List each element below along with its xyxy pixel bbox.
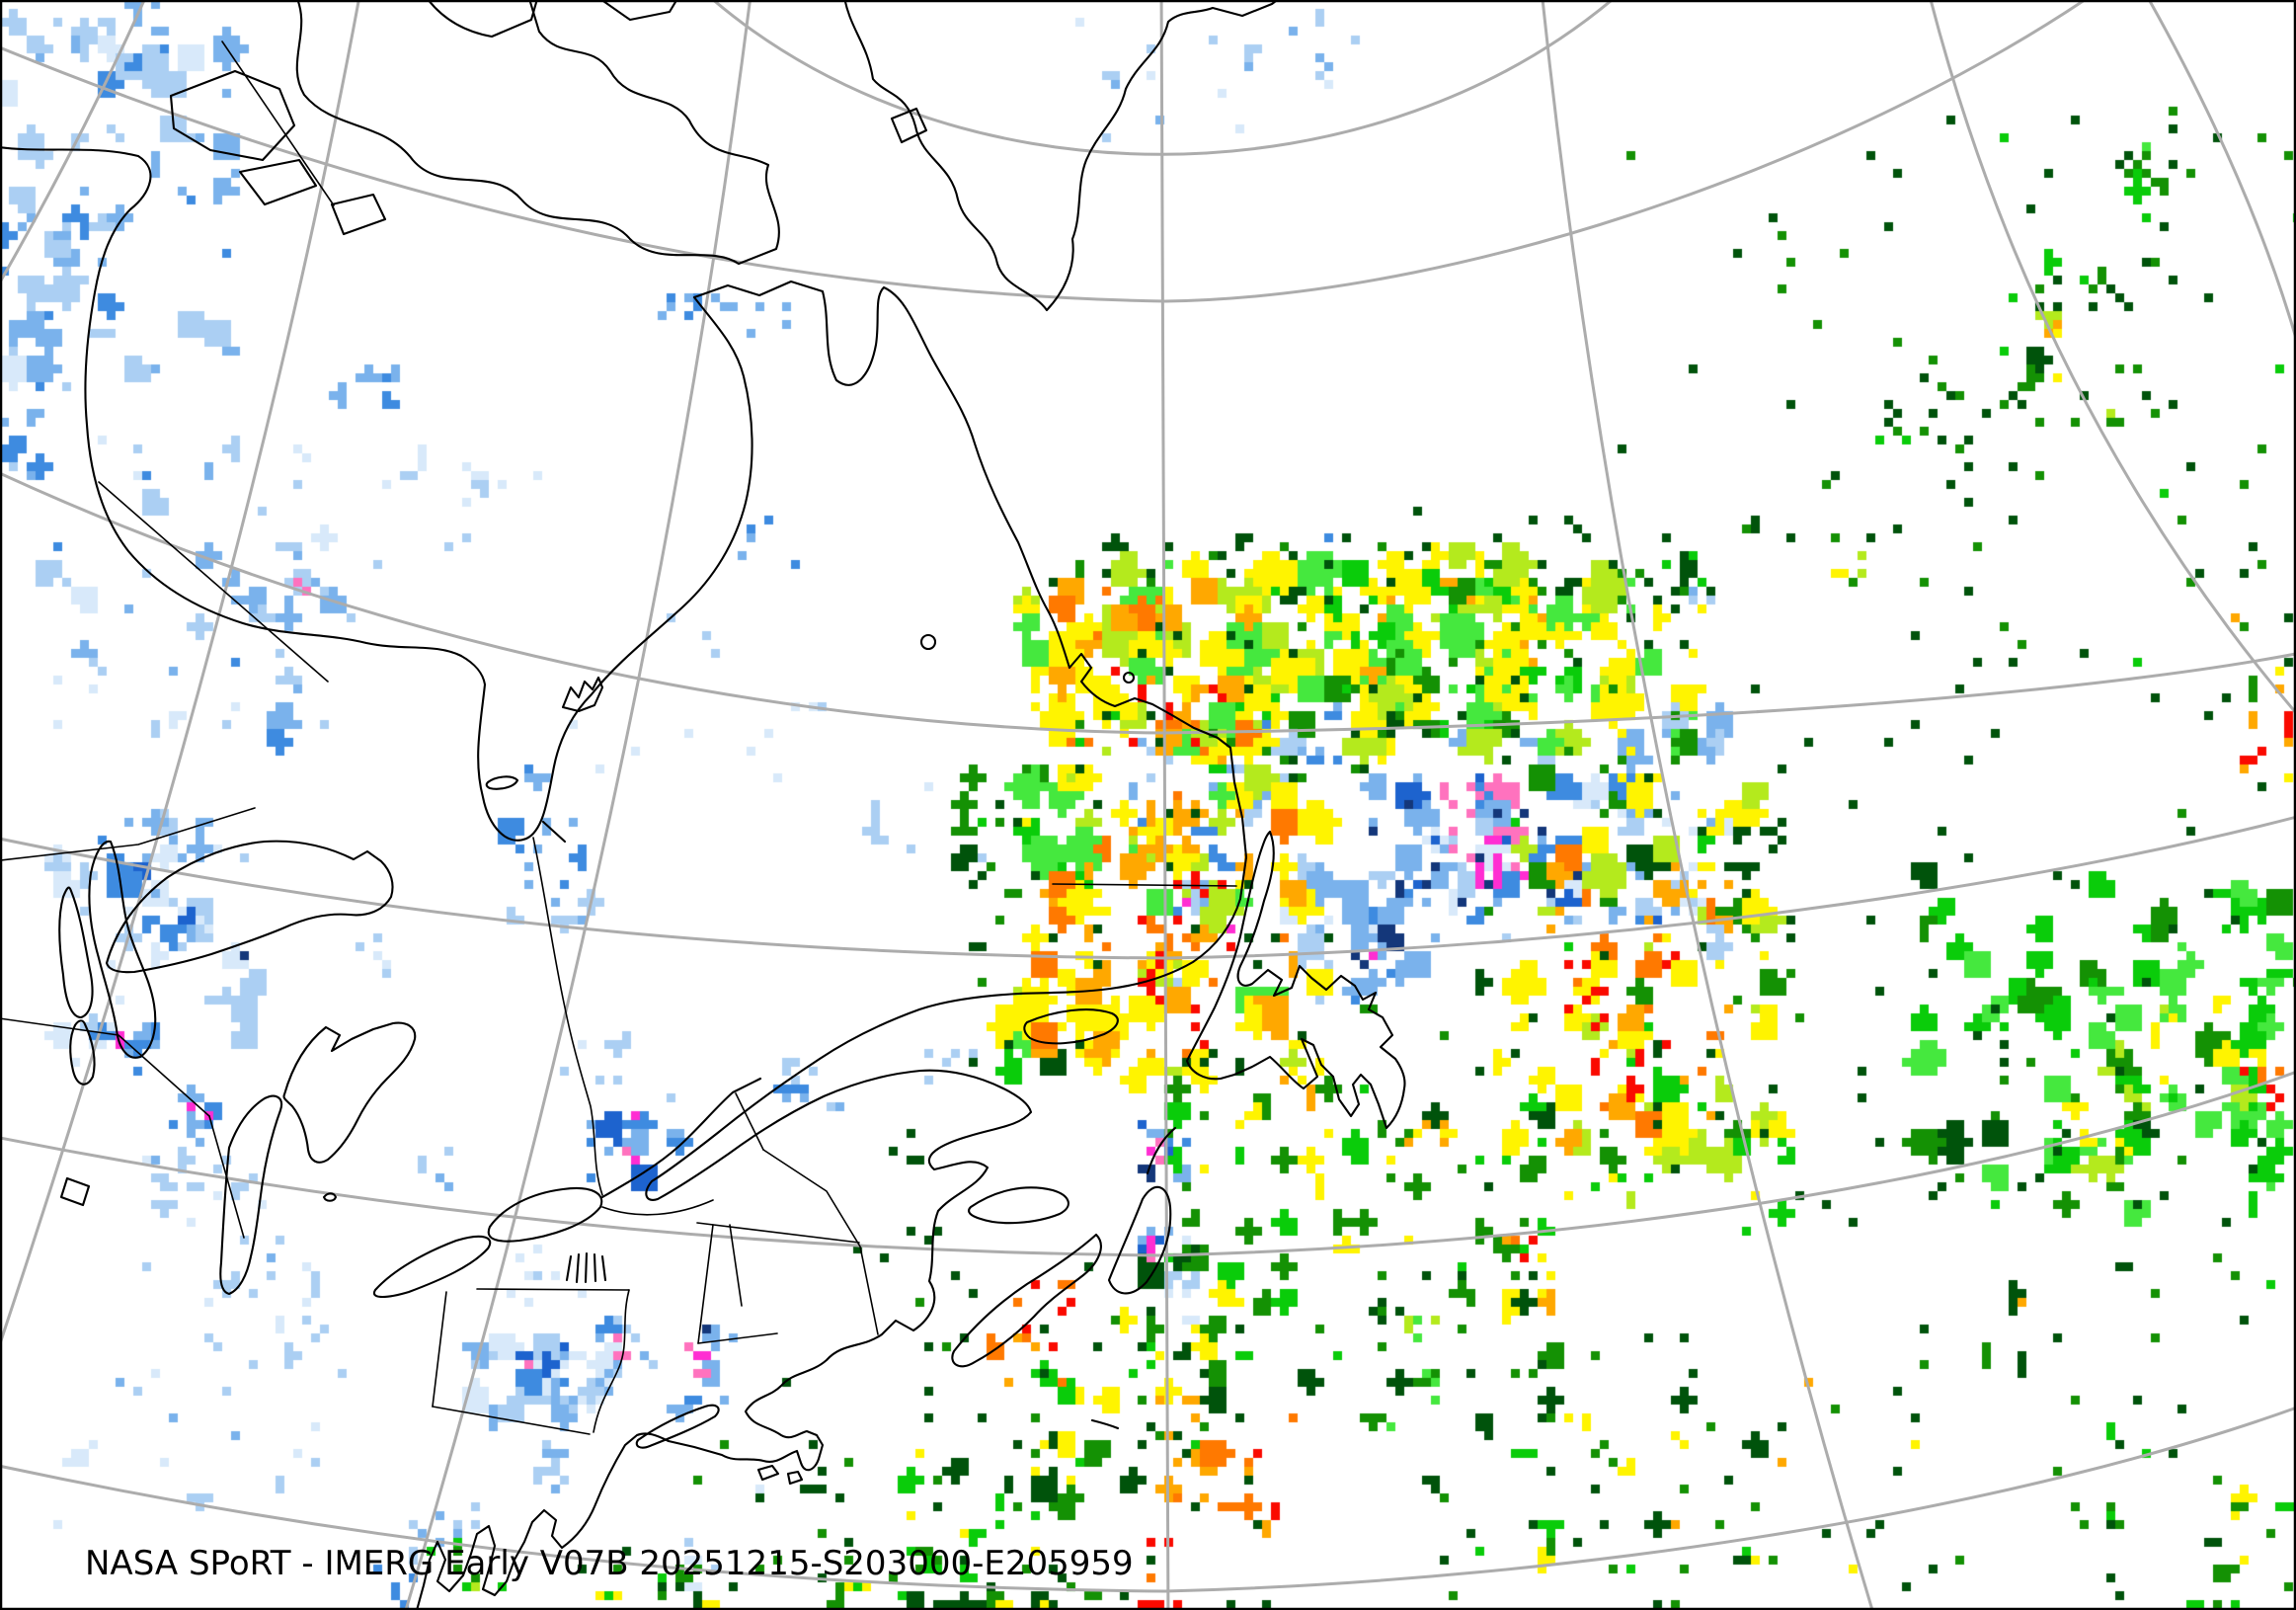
border-layer	[0, 40, 1237, 1435]
graticule-meridian-0	[0, 0, 146, 285]
border-45th-parallel	[696, 1222, 860, 1244]
coast-anticosti-island	[1023, 1008, 1119, 1045]
coast-manicouagan-ring	[919, 633, 937, 651]
graticule-meridian-4	[1541, 0, 1874, 1610]
border-pa-south	[432, 1406, 591, 1435]
coast-newfoundland	[1185, 830, 1406, 1130]
border-manitoba-ontario	[98, 481, 329, 683]
coast-mainland	[0, 146, 1248, 1610]
coast-lake-erie	[372, 1235, 492, 1299]
coast-baffin-island	[295, 0, 780, 266]
coast-disko-island	[890, 107, 928, 144]
coast-lake-manitoba	[69, 1019, 96, 1086]
coast-cape-cod-islands	[756, 1464, 804, 1486]
coast-st-lawrence-river	[600, 1077, 762, 1199]
graticule-meridian-5	[1929, 0, 2296, 716]
graticule-parallel-2	[0, 471, 2296, 735]
coast-southampton-island	[169, 69, 296, 162]
coast-cape-breton	[1107, 1185, 1172, 1295]
coastline-layer	[0, 0, 1406, 1610]
border-ma-north	[697, 1332, 778, 1344]
coast-magdalen-islands	[1146, 1126, 1177, 1175]
coast-nova-scotia	[951, 1233, 1102, 1368]
border-pa-west	[432, 1291, 447, 1408]
border-minnesota-wisconsin	[0, 1017, 210, 1117]
graticule-meridian-3	[1159, 0, 1170, 1610]
coast-long-island	[635, 1404, 720, 1449]
coast-lake-stclair	[322, 1192, 338, 1202]
border-delaware-river	[593, 1289, 630, 1433]
graticule-parallel-4	[0, 1070, 2296, 1257]
coast-greenland	[843, 0, 1280, 312]
coast-akimiski-island	[485, 775, 519, 790]
coast-mansel-island	[330, 193, 387, 236]
coast-lake-michigan	[219, 1094, 283, 1296]
coast-lake-of-the-woods	[59, 1176, 91, 1207]
coast-lake-winnipeg	[88, 840, 157, 1059]
border-quebec-labrador	[1052, 883, 1237, 887]
border-maine-quebec	[735, 1092, 764, 1151]
border-pa-north	[476, 1288, 630, 1291]
border-ny-vt	[697, 1224, 714, 1344]
graticule-meridian-1	[0, 0, 360, 1349]
coast-lake-winnipegosis	[58, 886, 94, 1019]
graticule-parallel-0	[0, 0, 2088, 303]
coast-coats-island	[238, 158, 318, 206]
border-vt-nh	[729, 1224, 743, 1307]
coast-lake-superior	[105, 840, 394, 974]
graticule-meridian-6	[2147, 0, 2296, 344]
caption: NASA SPoRT - IMERG Early V07B 20251215-S…	[85, 1544, 1134, 1583]
coast-finger-lakes	[565, 1251, 607, 1284]
graticule-meridian-2	[404, 0, 752, 1610]
coast-devon-island	[427, 0, 538, 39]
border-maine-nb	[762, 1149, 879, 1335]
coast-belcher-islands	[561, 676, 604, 713]
coast-labrador-round-lake	[1122, 671, 1136, 684]
border-stlawrence-south	[601, 1199, 714, 1216]
border-us-canada-west	[0, 807, 256, 861]
coast-lake-huron	[282, 1021, 417, 1164]
coast-prince-edward-island	[968, 1186, 1069, 1225]
border-wisconsin-illinois	[208, 1115, 245, 1239]
coast-lake-ontario	[487, 1187, 603, 1243]
coast-sable-island	[1090, 1418, 1120, 1430]
graticule-parallel-5	[0, 1406, 2296, 1593]
coast-bylot-island	[599, 0, 678, 22]
border-ontario-quebec	[532, 837, 603, 1196]
coast-lake-mistassini	[541, 820, 567, 844]
border-nunavut-manitoba	[221, 40, 335, 206]
